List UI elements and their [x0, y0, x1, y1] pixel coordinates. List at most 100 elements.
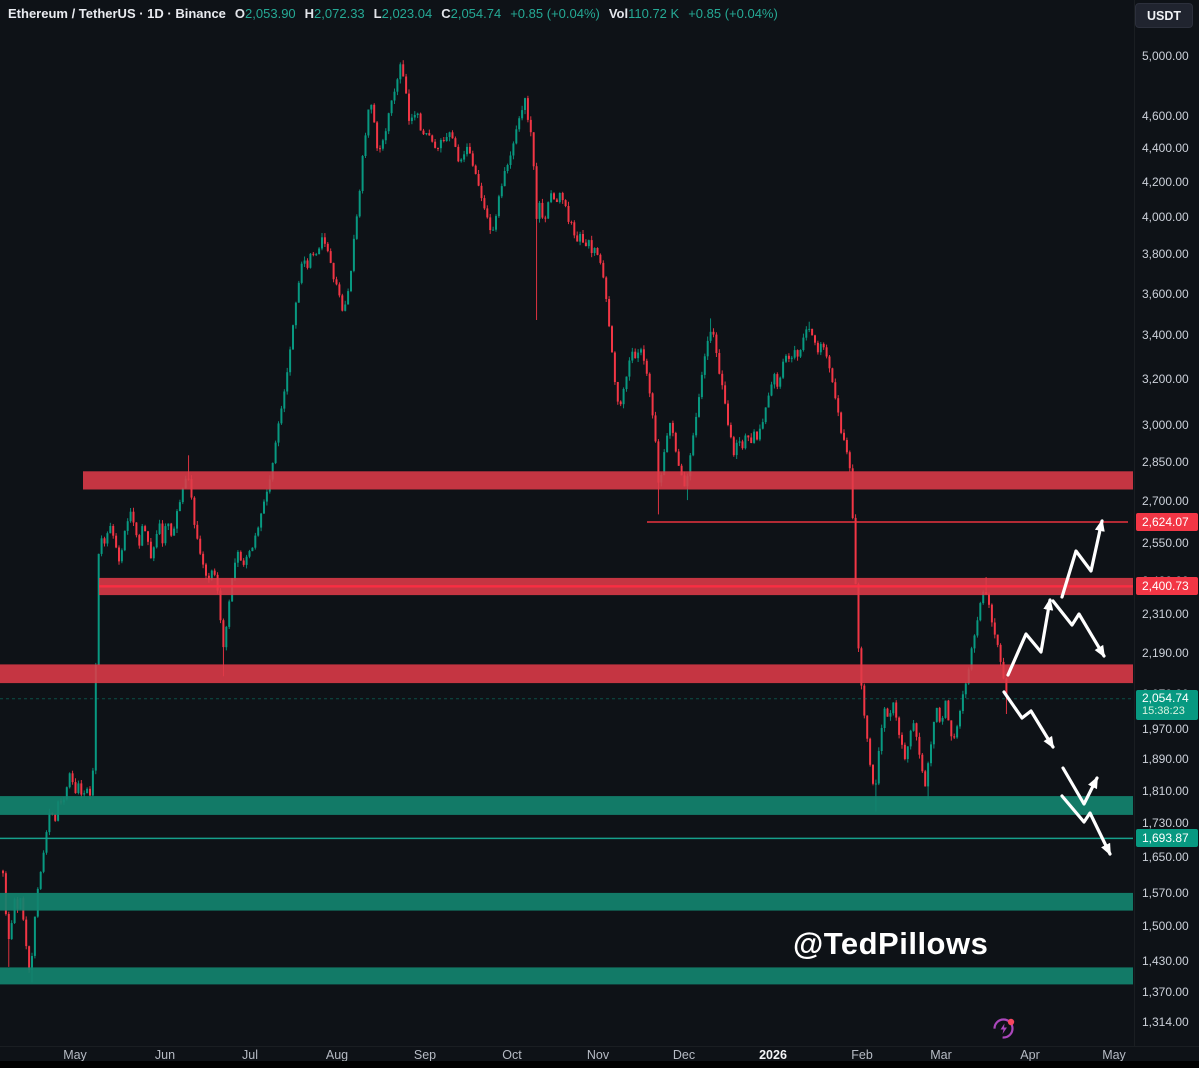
candle-body — [669, 422, 671, 436]
candle-body — [294, 302, 297, 326]
candle-body — [213, 570, 216, 575]
candle-body — [727, 403, 729, 425]
candle-body — [292, 325, 294, 350]
candle-body — [698, 397, 700, 417]
support-bounce-arrow[interactable] — [1061, 766, 1099, 806]
candle-body — [915, 723, 918, 737]
reject-down-arrow[interactable] — [1051, 599, 1106, 658]
candle-body — [959, 711, 961, 727]
candle-body — [106, 533, 109, 544]
resistance-zone[interactable] — [83, 471, 1133, 490]
candle-body — [283, 391, 286, 409]
candle-body — [245, 556, 248, 565]
support-zone[interactable] — [0, 892, 1133, 911]
candle-body — [518, 118, 521, 130]
candle-body — [483, 198, 486, 209]
candle-body — [550, 193, 553, 203]
candle-body — [744, 435, 747, 449]
candle-body — [358, 191, 361, 217]
drop-from-price-arrow[interactable] — [1002, 690, 1055, 749]
candle-body — [657, 441, 660, 483]
symbol-legend[interactable]: Ethereum / TetherUS · 1D · Binance O2,05… — [8, 6, 778, 21]
candle-body — [944, 700, 947, 718]
candle-body — [289, 349, 292, 373]
price-tick: 1,970.00 — [1142, 722, 1189, 737]
zones-layer — [0, 471, 1133, 985]
candle-body — [819, 343, 822, 353]
candle-body — [796, 350, 799, 357]
price-tick: 1,500.00 — [1142, 919, 1189, 934]
watermark: @TedPillows — [793, 926, 989, 961]
candle-body — [587, 240, 590, 247]
breakdown-arrow[interactable] — [1060, 794, 1112, 856]
bounce-to-zone-arrow[interactable] — [1006, 598, 1054, 677]
candle-body — [242, 560, 245, 565]
notification-dot — [1007, 1018, 1015, 1026]
time-tick-month: Feb — [851, 1048, 873, 1062]
currency-toggle-button[interactable]: USDT — [1135, 3, 1193, 28]
candle-body — [265, 491, 268, 502]
candle-body — [535, 166, 538, 219]
candle-body — [596, 248, 599, 255]
resistance-zone[interactable] — [0, 664, 1133, 684]
candle-body — [500, 186, 503, 197]
candle-body — [167, 523, 170, 527]
candle-body — [651, 393, 654, 416]
candle-body — [640, 349, 642, 353]
support-zone[interactable] — [0, 796, 1133, 815]
candle-body — [837, 398, 840, 413]
candlestick-chart[interactable] — [0, 0, 1133, 1046]
candle-body — [202, 553, 205, 565]
candle-body — [497, 196, 500, 217]
flash-boost-icon[interactable] — [992, 1016, 1018, 1042]
candle-body — [611, 326, 613, 353]
candle-body — [207, 575, 210, 580]
candle-body — [74, 782, 77, 794]
candle-body — [619, 401, 622, 405]
candle-body — [645, 360, 648, 374]
candle-body — [541, 202, 544, 218]
candle-body — [457, 146, 460, 162]
candle-body — [123, 530, 126, 551]
candle-body — [144, 526, 147, 532]
candle-body — [312, 253, 315, 255]
candle-body — [793, 350, 796, 358]
candle-body — [173, 528, 176, 536]
candle-body — [814, 335, 816, 343]
symbol-title: Ethereum / TetherUS · 1D · Binance — [8, 6, 226, 21]
candle-body — [567, 206, 570, 222]
candle-body — [1005, 678, 1008, 696]
support-zone[interactable] — [0, 967, 1133, 985]
price-tick: 1,890.00 — [1142, 752, 1189, 767]
candle-body — [515, 129, 518, 144]
candle-body — [695, 416, 698, 436]
candle-body — [883, 708, 886, 728]
candle-body — [65, 787, 68, 800]
candle-body — [10, 923, 13, 940]
candle-body — [990, 604, 993, 623]
candle-body — [938, 707, 941, 722]
candle-body — [671, 422, 674, 433]
candle-body — [228, 601, 231, 627]
time-axis[interactable]: May Jun Jul Aug Sep Oct Nov Dec 2026 Feb Mar Apr May — [0, 1046, 1199, 1062]
candle-body — [379, 148, 381, 150]
candle-body — [91, 770, 94, 796]
candle-body — [263, 501, 265, 514]
candle-body — [532, 132, 535, 167]
ohlc-open: O2,053.90 — [234, 6, 296, 21]
candle-body — [33, 916, 36, 956]
candle-body — [355, 216, 358, 239]
candle-body — [115, 535, 118, 548]
candle-body — [724, 385, 727, 404]
candle-body — [993, 622, 996, 635]
candle-body — [857, 584, 860, 649]
candle-body — [689, 455, 692, 477]
candle-body — [808, 328, 811, 330]
candle-body — [874, 783, 877, 785]
candle-body — [2, 870, 4, 874]
candle-body — [608, 299, 611, 327]
price-tick: 4,600.00 — [1142, 109, 1189, 124]
price-axis[interactable]: 5,000.00 4,600.00 4,400.00 4,200.00 4,000.00… — [1134, 0, 1199, 1046]
candle-body — [286, 372, 289, 392]
breakout-up-arrow[interactable] — [1060, 519, 1105, 599]
